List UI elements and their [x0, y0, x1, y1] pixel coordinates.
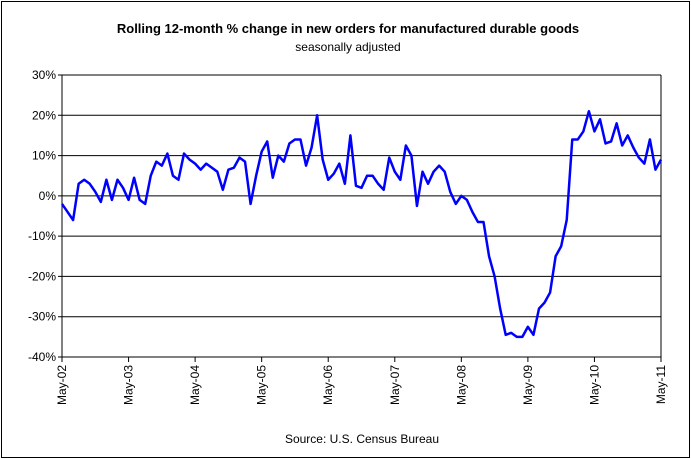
x-tick-label: May-06	[321, 365, 335, 405]
chart-title: Rolling 12-month % change in new orders …	[117, 21, 579, 36]
x-tick-label: May-10	[587, 365, 601, 405]
x-tick-label: May-08	[454, 365, 468, 405]
y-tick-label: 0%	[39, 189, 57, 203]
x-tick-label: May-11	[654, 365, 668, 404]
y-tick-label: 30%	[32, 68, 56, 82]
data-line	[60, 110, 663, 339]
x-tick-label: May-05	[255, 365, 269, 405]
y-tick-label: -40%	[28, 350, 56, 364]
source-note: Source: U.S. Census Bureau	[285, 432, 439, 446]
y-tick-label: 20%	[32, 108, 56, 122]
y-tick-label: -20%	[28, 269, 56, 283]
y-tick-label: 10%	[32, 149, 56, 163]
chart-subtitle: seasonally adjusted	[295, 40, 400, 54]
x-tick-label: May-03	[122, 365, 136, 405]
x-tick-label: May-09	[521, 365, 535, 405]
y-tick-label: -10%	[28, 229, 56, 243]
x-tick-label: May-04	[188, 365, 202, 405]
x-tick-label: May-02	[55, 365, 69, 405]
y-tick-label: -30%	[28, 310, 56, 324]
x-tick-label: May-07	[388, 365, 402, 405]
